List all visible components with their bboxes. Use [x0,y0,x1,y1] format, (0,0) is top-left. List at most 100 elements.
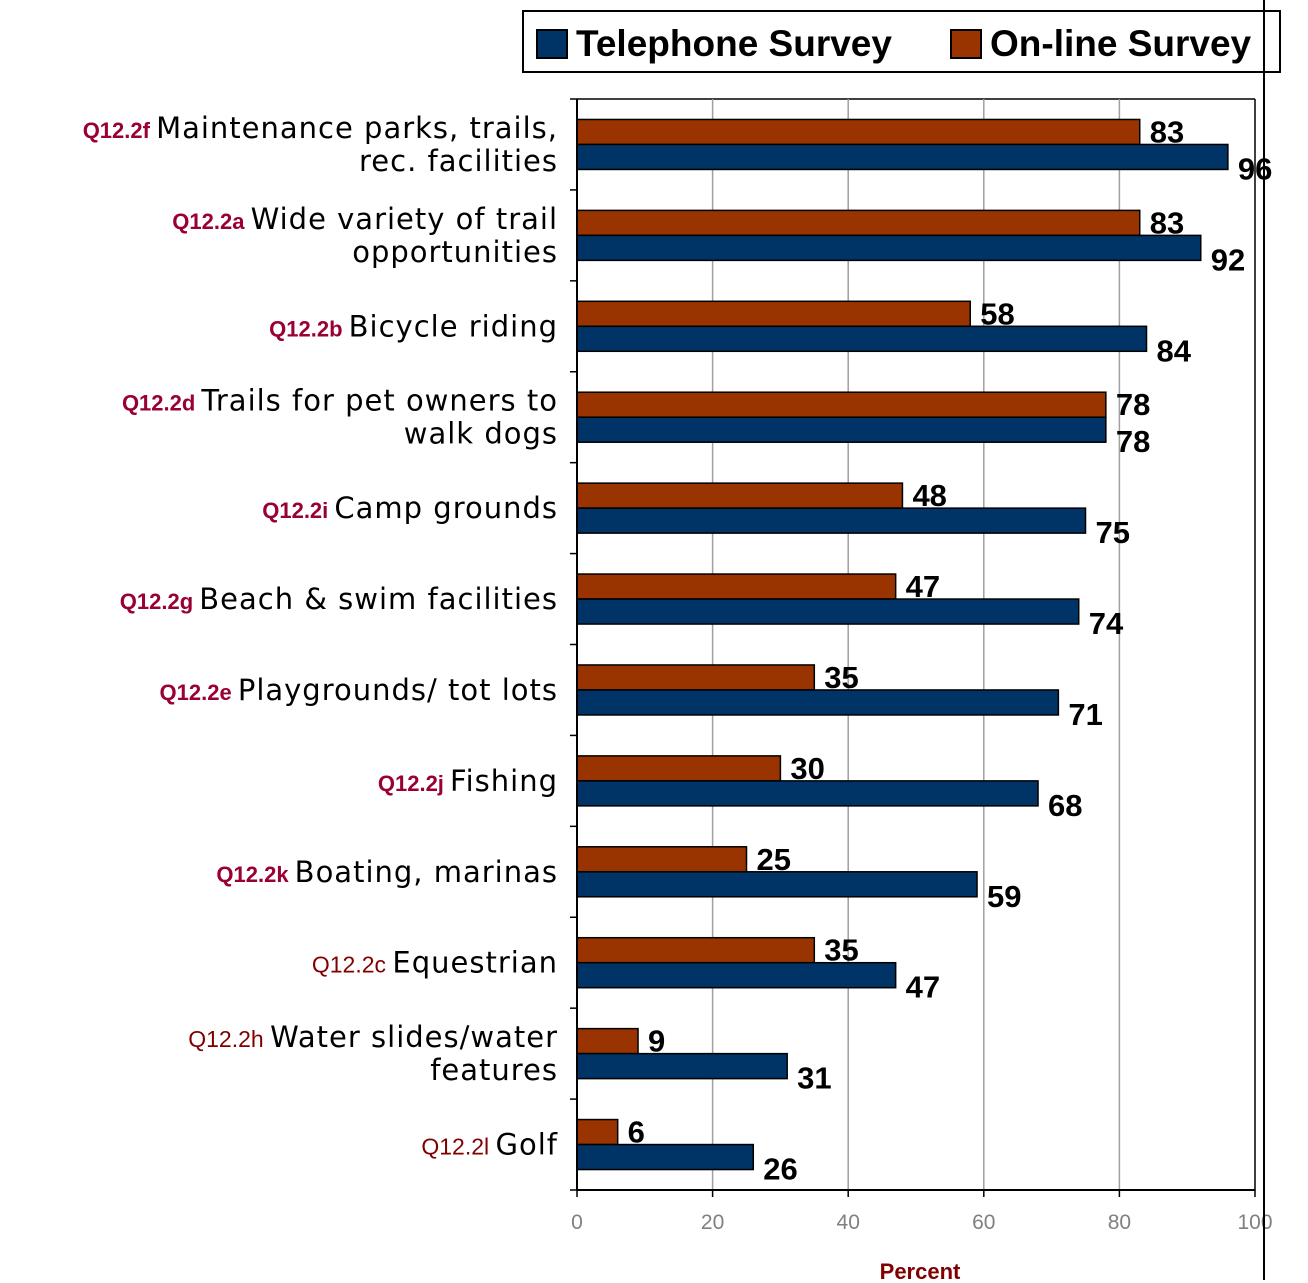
category-label: Q12.2g Beach & swim facilities [120,582,558,616]
category-label-line: Q12.2f Maintenance parks, trails, [83,111,558,145]
bar-telephone [576,234,1202,262]
category-code: Q12.2f [83,118,156,143]
category-text: Boating, marinas [295,855,558,889]
category-labels: Q12.2f Maintenance parks, trails,rec. fa… [83,111,558,1162]
category-label: Q12.2b Bicycle riding [269,309,558,343]
value-label-telephone: 47 [906,970,940,1005]
category-label-line: features [430,1053,558,1087]
bar-telephone [576,416,1107,443]
category-text: Maintenance parks, trails, [156,111,558,145]
category-label-line: walk dogs [404,417,558,451]
bars [576,118,1229,1171]
category-label-line: Q12.2l Golf [421,1128,558,1162]
category-label-line: Q12.2g Beach & swim facilities [120,582,558,616]
category-label-line: Q12.2d Trails for pet owners to [122,384,558,418]
value-label-telephone: 92 [1211,242,1245,277]
category-text: Golf [496,1128,558,1162]
bar-telephone [576,507,1087,534]
value-label-online: 78 [1116,387,1150,422]
category-code: Q12.2k [216,862,294,887]
bar-telephone [576,780,1039,807]
bar-online [576,936,816,964]
category-label: Q12.2c Equestrian [312,946,558,980]
bar-online [576,1118,619,1146]
category-code: Q12.2i [262,498,334,523]
legend-label-telephone: Telephone Survey [576,23,892,64]
category-text: Camp grounds [334,491,558,525]
category-text: Wide variety of trail [251,202,558,236]
gridlines [577,98,1256,1190]
x-tick-label: 80 [1108,1211,1131,1234]
bar-telephone [576,1052,788,1080]
bar-online [576,755,782,782]
legend-frame [522,10,1281,73]
bar-online [576,1027,639,1055]
value-label-telephone: 31 [797,1061,831,1096]
category-text: Fishing [450,764,558,798]
category-label-line: Q12.2k Boating, marinas [216,855,558,889]
category-code: Q12.2j [378,771,450,796]
x-tick-label: 100 [1237,1211,1272,1234]
value-label-online: 83 [1150,114,1184,149]
value-label-online: 35 [824,933,858,968]
category-code: Q12.2d [122,391,201,416]
value-label-telephone: 84 [1157,333,1192,368]
bar-online [576,482,904,509]
category-label: Q12.2a Wide variety of trailopportunitie… [172,202,558,269]
category-text: features [430,1053,558,1087]
value-label-online: 9 [648,1024,665,1059]
category-text: Bicycle riding [349,309,558,343]
x-tick-label: 60 [972,1211,995,1234]
bar-telephone [576,325,1148,353]
bar-telephone [576,689,1060,716]
value-label-online: 35 [824,660,858,695]
category-text: opportunities [352,235,558,269]
category-code: Q12.2c [312,952,393,978]
value-label-telephone: 59 [987,879,1021,914]
bar-telephone [576,961,897,989]
category-label: Q12.2e Playgrounds/ tot lots [160,673,558,707]
value-labels: 8396839258847878487547743571306825593547… [628,114,1273,1186]
value-label-telephone: 68 [1048,788,1082,823]
value-label-online: 47 [906,569,940,604]
legend-swatch-online [950,29,982,59]
category-label-line: Q12.2h Water slides/water [188,1020,558,1054]
value-label-telephone: 78 [1116,424,1150,459]
value-label-telephone: 71 [1068,697,1102,732]
category-code: Q12.2e [160,680,238,705]
bar-online [576,209,1141,237]
category-code: Q12.2h [188,1026,270,1052]
value-label-online: 6 [628,1115,645,1150]
category-code: Q12.2l [421,1134,495,1160]
bar-online [576,846,748,873]
category-label: Q12.2j Fishing [378,764,558,798]
value-label-online: 30 [790,751,824,786]
bar-online [576,300,971,328]
value-label-online: 83 [1150,205,1184,240]
value-label-online: 48 [912,478,946,513]
x-tick-label: 0 [571,1211,583,1234]
category-label-line: Q12.2b Bicycle riding [269,309,558,343]
category-label-line: opportunities [352,235,558,269]
legend: Telephone Survey On-line Survey [522,10,1281,73]
bar-online [576,664,816,691]
category-label: Q12.2l Golf [421,1128,558,1162]
legend-label-online: On-line Survey [990,23,1252,64]
category-code: Q12.2b [269,316,348,341]
bar-online [576,118,1141,146]
x-tick-label: 20 [701,1211,724,1234]
value-label-telephone: 96 [1238,151,1272,186]
category-label-line: Q12.2a Wide variety of trail [172,202,558,236]
category-label-line: Q12.2c Equestrian [312,946,558,980]
x-tick-label: 40 [837,1211,860,1234]
bar-online [576,391,1107,418]
value-label-telephone: 74 [1089,606,1124,641]
category-label-line: rec. facilities [359,144,558,178]
bar-online [576,573,897,600]
category-label-line: Q12.2e Playgrounds/ tot lots [160,673,558,707]
category-text: Water slides/water [270,1020,558,1054]
value-label-telephone: 26 [763,1152,797,1187]
